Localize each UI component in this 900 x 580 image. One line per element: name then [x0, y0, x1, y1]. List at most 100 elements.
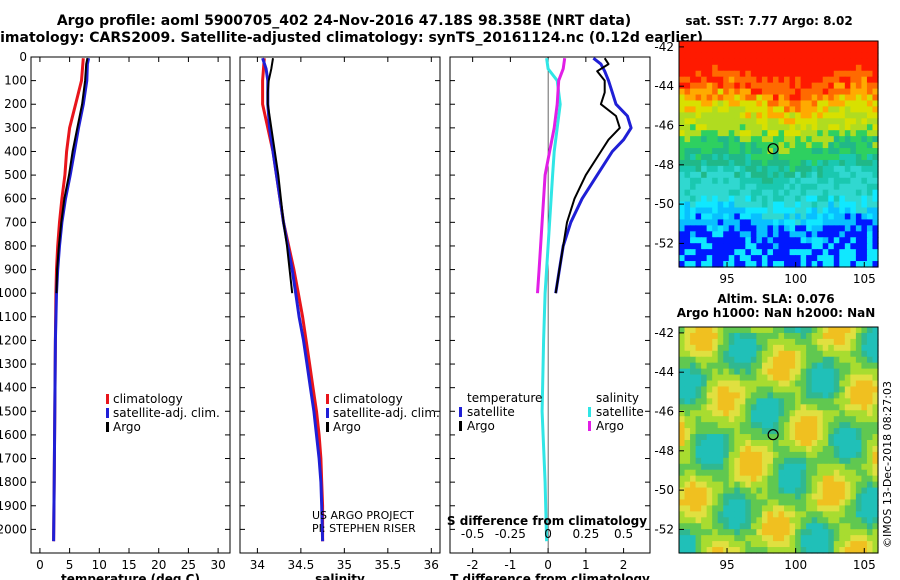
- map-cell: [723, 469, 730, 477]
- map-cell: [844, 46, 851, 54]
- map-cell: [811, 327, 818, 334]
- map-cell: [866, 189, 874, 197]
- map-cell: [706, 386, 713, 394]
- map-cell: [767, 344, 774, 352]
- sst-map-panel: 95 100 105-42-44-46-48-50-52: [654, 40, 879, 286]
- map-cell: [778, 58, 785, 66]
- map-cell: [844, 547, 851, 554]
- map-cell: [817, 94, 824, 102]
- map-cell: [695, 463, 702, 471]
- map-cell: [817, 338, 824, 346]
- map-cell: [866, 249, 874, 256]
- map-cell: [822, 249, 829, 256]
- map-cell: [822, 41, 829, 48]
- map-cell: [767, 392, 774, 399]
- map-cell: [811, 535, 818, 542]
- map-cell: [817, 201, 824, 209]
- map-cell: [811, 434, 818, 441]
- map-cell: [806, 469, 813, 477]
- map-cell: [861, 481, 868, 489]
- map-cell: [861, 130, 868, 137]
- map-cell: [706, 410, 713, 417]
- map-cell: [795, 344, 802, 352]
- map-cell: [706, 511, 713, 518]
- map-cell: [739, 177, 746, 185]
- map-cell: [701, 219, 708, 226]
- map-cell: [739, 165, 746, 173]
- map-cell: [756, 142, 763, 149]
- map-cell: [745, 445, 752, 453]
- map-cell: [817, 136, 824, 143]
- map-cell: [739, 201, 746, 209]
- map-cell: [723, 511, 730, 518]
- map-cell: [745, 481, 752, 489]
- map-cell: [717, 511, 724, 518]
- map-cell: [772, 338, 780, 346]
- map-cell: [866, 404, 874, 411]
- map-cell: [795, 177, 802, 185]
- map-cell: [850, 392, 857, 399]
- map-cell: [734, 207, 741, 215]
- map-cell: [822, 177, 829, 185]
- map-cell: [712, 118, 719, 125]
- map-cell: [712, 398, 719, 405]
- map-cell: [761, 392, 769, 399]
- map-cell: [750, 189, 757, 197]
- map-cell: [806, 523, 813, 530]
- map-cell: [717, 487, 724, 495]
- map-cell: [795, 195, 802, 203]
- map-cell: [750, 505, 757, 512]
- map-cell: [806, 213, 813, 221]
- x-tick-label: 2: [620, 558, 628, 572]
- map-cell: [695, 154, 702, 161]
- map-cell: [795, 112, 802, 119]
- map-cell: [833, 225, 840, 232]
- map-cell: [745, 94, 752, 102]
- map-cell: [690, 124, 697, 131]
- map-cell: [734, 445, 741, 453]
- map-cell: [839, 356, 846, 364]
- map-cell: [695, 46, 702, 54]
- map-cell: [850, 428, 857, 435]
- map-cell: [855, 327, 863, 334]
- map-cell: [679, 142, 686, 149]
- map-cell: [861, 118, 868, 125]
- map-cell: [784, 100, 791, 108]
- map-cell: [800, 547, 807, 554]
- map-cell: [706, 404, 713, 411]
- map-cell: [750, 213, 757, 221]
- map-cell: [828, 112, 835, 119]
- map-cell: [734, 261, 741, 268]
- map-cell: [806, 183, 813, 191]
- map-cell: [690, 344, 697, 352]
- map-cell: [690, 434, 697, 441]
- map-cell: [850, 451, 857, 459]
- map-cell: [679, 171, 686, 179]
- map-cell: [695, 249, 702, 256]
- map-cell: [695, 70, 702, 78]
- map-cell: [806, 475, 813, 483]
- map-cell: [784, 195, 791, 203]
- map-cell: [739, 171, 746, 179]
- map-cell: [772, 64, 780, 72]
- map-cell: [844, 368, 851, 376]
- map-cell: [817, 404, 824, 411]
- map-cell: [761, 70, 769, 78]
- map-cell: [811, 493, 818, 501]
- map-cell: [756, 523, 763, 530]
- map-cell: [772, 88, 780, 96]
- map-cell: [806, 154, 813, 161]
- map-cell: [828, 332, 835, 340]
- map-cell: [723, 523, 730, 530]
- map-cell: [828, 505, 835, 512]
- map-cell: [789, 541, 796, 548]
- map-cell: [706, 171, 713, 179]
- map-cell: [806, 398, 813, 405]
- map-cell: [828, 154, 835, 161]
- map-cell: [795, 183, 802, 191]
- map-cell: [739, 410, 746, 417]
- map-cell: [684, 70, 691, 78]
- map-cell: [789, 148, 796, 155]
- map-cell: [684, 499, 691, 507]
- map-cell: [784, 386, 791, 394]
